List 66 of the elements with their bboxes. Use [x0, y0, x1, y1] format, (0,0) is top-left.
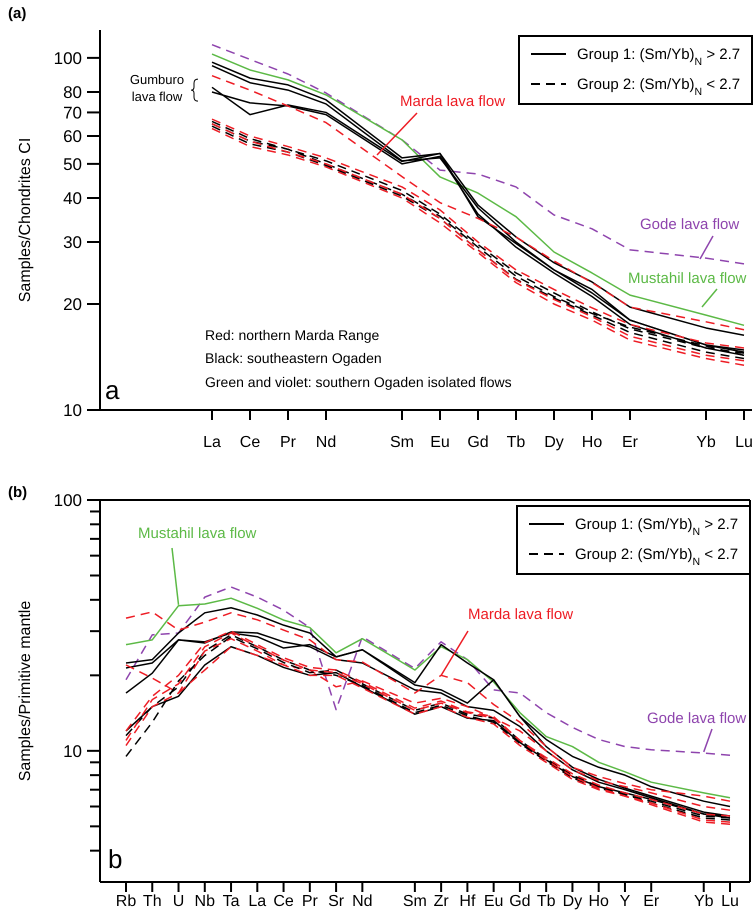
y-tick-label: 30 [63, 232, 82, 252]
y-tick-label: 20 [63, 294, 82, 314]
x-tick-label: Nb [194, 893, 216, 910]
x-tick-label: Ta [222, 893, 240, 910]
x-tick-label: Zr [434, 893, 450, 910]
x-tick-label: Tb [536, 893, 556, 910]
x-tick-label: Pr [302, 893, 318, 910]
x-tick-label: Ho [582, 434, 602, 451]
y-tick-label: 40 [63, 188, 82, 208]
annotation: Green and violet: southern Ogaden isolated flows [205, 374, 512, 390]
x-tick-label: Yb [694, 893, 714, 910]
x-tick-label: Y [620, 893, 631, 910]
x-tick-label: Dy [562, 893, 582, 910]
legend-label: Group 1: (Sm/Yb)$_{N}$ > 2.7 [575, 516, 738, 538]
x-tick-label: U [172, 893, 184, 910]
y-tick-label: 100 [54, 48, 82, 68]
x-tick-label: Sr [328, 893, 345, 910]
x-tick-label: Gd [467, 434, 489, 451]
x-tick-label: Rb [116, 893, 136, 910]
x-tick-label: Lu [721, 893, 739, 910]
x-tick-label: Yb [696, 434, 716, 451]
annotation: Gode lava flow [647, 710, 746, 727]
legend-label: Group 2: (Sm/Yb)$_{N}$ < 2.7 [577, 76, 740, 98]
legend-label: Group 1: (Sm/Yb)$_{N}$ > 2.7 [577, 46, 740, 68]
y-tick-label: 10 [63, 400, 82, 420]
x-tick-label: Eu [484, 893, 504, 910]
x-tick-label: Hf [459, 893, 476, 910]
x-tick-label: La [203, 434, 221, 451]
x-tick-label: La [248, 893, 266, 910]
legend-label: Group 2: (Sm/Yb)$_{N}$ < 2.7 [575, 546, 738, 568]
x-tick-label: Pr [280, 434, 297, 451]
y-tick-label: 100 [54, 490, 82, 510]
chart-title: (b) [8, 484, 28, 501]
x-tick-label: Dy [544, 434, 564, 451]
x-tick-label: Lu [735, 434, 753, 451]
annotation: Gode lava flow [640, 216, 740, 233]
y-axis-title: Samples/Primitive mantle [17, 600, 34, 782]
x-tick-label: Eu [430, 434, 450, 451]
y-tick-label: 10 [63, 742, 82, 761]
y-tick-label: 50 [63, 154, 82, 174]
x-tick-label: Sm [402, 893, 427, 910]
x-tick-label: Ce [240, 434, 260, 451]
x-tick-label: Tb [506, 434, 526, 451]
x-tick-label: Sm [390, 434, 414, 451]
text: a [105, 375, 120, 405]
x-tick-label: Gd [509, 893, 531, 910]
y-tick-label: 60 [63, 126, 82, 146]
annotation: Black: southeastern Ogaden [205, 350, 382, 366]
annotation: Marda lava flow [468, 606, 574, 623]
annotation: Mustahil lava flow [628, 270, 747, 287]
y-tick-label: 80 [63, 82, 82, 102]
annotation: b [108, 844, 122, 874]
annotation: Mustahil lava flow [138, 525, 257, 542]
x-tick-label: Er [643, 893, 660, 910]
y-tick-label: 70 [63, 103, 82, 122]
x-tick-label: Nd [316, 434, 336, 451]
x-tick-label: Th [142, 893, 162, 910]
text: (a) [8, 5, 26, 22]
x-tick-label: Er [622, 434, 639, 451]
annotation: Marda lava flow [400, 93, 506, 110]
x-tick-label: Nd [352, 893, 373, 910]
y-axis-title: Samples/Chondrites CI [17, 138, 34, 302]
x-tick-label: Ho [588, 893, 610, 910]
annotation: Red: northern Marda Range [205, 327, 380, 343]
annotation: Gumburo lava flow [130, 72, 184, 104]
x-tick-label: Ce [273, 893, 294, 910]
